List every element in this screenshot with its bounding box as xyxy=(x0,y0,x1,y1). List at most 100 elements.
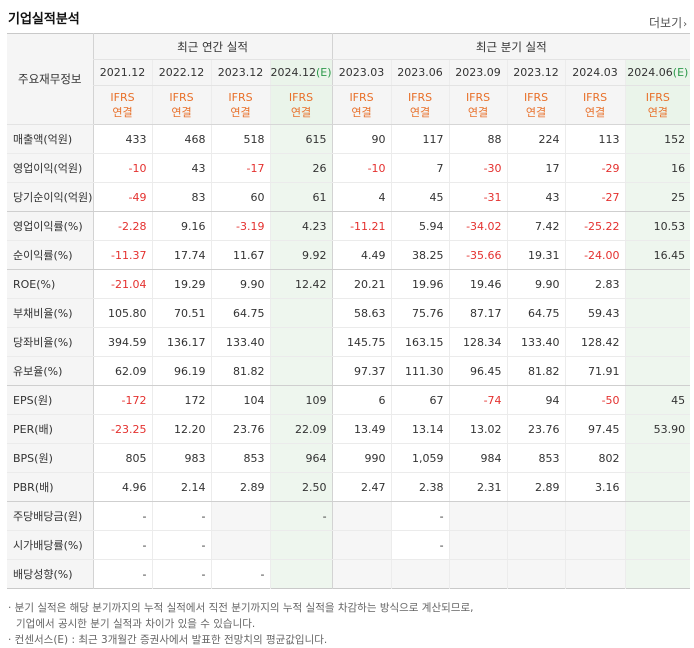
row-label: 배당성향(%) xyxy=(7,559,93,589)
table-cell xyxy=(331,559,392,589)
ifrs-header: IFRS 연결 xyxy=(624,85,691,125)
row-label: 유보율(%) xyxy=(7,356,93,386)
table-cell: 468 xyxy=(151,124,211,154)
table-cell xyxy=(624,269,691,299)
table-cell: 62.09 xyxy=(92,356,152,386)
table-cell: 2.47 xyxy=(331,472,392,502)
ifrs-label: IFRS xyxy=(407,91,433,104)
table-cell: 96.45 xyxy=(448,356,508,386)
row-label: PER(배) xyxy=(7,414,93,444)
table-cell: 2.89 xyxy=(506,472,566,502)
table-cell: 97.45 xyxy=(564,414,626,444)
ifrs-label: IFRS xyxy=(465,91,491,104)
table-cell: 2.31 xyxy=(448,472,508,502)
table-cell: - xyxy=(390,501,450,531)
table-cell: 45 xyxy=(390,182,450,212)
table-cell xyxy=(448,501,508,531)
table-cell: 2.89 xyxy=(210,472,270,502)
table-row: 배당성향(%) - - - xyxy=(7,559,691,589)
ifrs-header: IFRS 연결 xyxy=(564,85,626,125)
ifrs-label: IFRS xyxy=(349,91,374,104)
table-cell: 5.94 xyxy=(390,211,450,241)
period-label: 2023.12 xyxy=(217,66,264,79)
footnote-2: · 컨센서스(E) : 최근 3개월간 증권사에서 발표한 전망치의 평균값입니… xyxy=(8,634,328,646)
table-cell: 117 xyxy=(390,124,450,154)
table-cell: -25.22 xyxy=(564,211,626,241)
table-cell: 136.17 xyxy=(151,327,211,357)
table-cell: -17 xyxy=(210,153,270,183)
table-cell: 23.76 xyxy=(506,414,566,444)
table-cell: 17 xyxy=(506,153,566,183)
ifrs-label: IFRS xyxy=(582,91,608,104)
table-cell: 26 xyxy=(269,153,333,183)
row-label: EPS(원) xyxy=(7,385,93,415)
row-label: ROE(%) xyxy=(7,269,93,299)
table-cell: 45 xyxy=(624,385,691,415)
table-cell xyxy=(331,501,392,531)
table-cell: 4.96 xyxy=(92,472,152,502)
table-cell xyxy=(624,559,691,589)
table-cell: 2.14 xyxy=(151,472,211,502)
table-cell: 13.49 xyxy=(331,414,392,444)
table-cell xyxy=(331,530,392,560)
table-cell: 1,059 xyxy=(390,443,450,473)
period-header: 2024.06(E) xyxy=(624,59,691,86)
period-header: 2023.03 xyxy=(331,59,392,86)
table-cell: 83 xyxy=(151,182,211,212)
table-cell xyxy=(564,530,626,560)
table-cell: -29 xyxy=(564,153,626,183)
table-cell: 13.02 xyxy=(448,414,508,444)
table-cell xyxy=(448,530,508,560)
table-cell: 805 xyxy=(92,443,152,473)
table-cell: 4.23 xyxy=(269,211,333,241)
table-cell: 53.90 xyxy=(624,414,691,444)
ifrs-header: IFRS 연결 xyxy=(210,85,270,125)
table-cell xyxy=(269,356,333,386)
table-cell: 19.46 xyxy=(448,269,508,299)
table-cell: 81.82 xyxy=(210,356,270,386)
table-row: PBR(배) 4.96 2.14 2.89 2.50 2.47 2.38 2.31 2.89 3.… xyxy=(7,472,691,502)
table-row: 영업이익(억원) -10 43 -17 26 -10 7 -30 17 -29 16 xyxy=(7,153,691,183)
table-cell: -31 xyxy=(448,182,508,212)
table-cell: 4 xyxy=(331,182,392,212)
period-label: 2023.09 xyxy=(455,66,501,79)
more-link[interactable]: 더보기› xyxy=(649,14,687,31)
table-cell: - xyxy=(151,530,211,560)
table-cell xyxy=(210,501,270,531)
table-cell: 128.42 xyxy=(564,327,626,357)
period-label: 2024.06 xyxy=(627,66,673,79)
period-label: 2022.12 xyxy=(158,66,205,79)
row-label: 당기순이익(억원) xyxy=(7,182,93,212)
ifrs-label: IFRS xyxy=(645,91,670,104)
consolidated-label: 연결 xyxy=(525,106,547,119)
table-cell: -10 xyxy=(331,153,392,183)
table-row: 영업이익률(%) -2.28 9.16 -3.19 4.23 -11.21 5.94 -34.… xyxy=(7,211,691,241)
table-cell: 2.83 xyxy=(564,269,626,299)
table-cell: - xyxy=(210,559,270,589)
row-label: 당좌비율(%) xyxy=(7,327,93,357)
table-cell: 3.16 xyxy=(564,472,626,502)
table-cell: 23.76 xyxy=(210,414,270,444)
table-cell: -10 xyxy=(92,153,152,183)
row-label: 매출액(억원) xyxy=(7,124,93,154)
consolidated-label: 연결 xyxy=(171,106,192,119)
row-label: 주당배당금(원) xyxy=(7,501,93,531)
table-cell xyxy=(624,501,691,531)
table-cell xyxy=(506,501,566,531)
table-cell: 163.15 xyxy=(390,327,450,357)
table-cell xyxy=(624,472,691,502)
table-row: 당기순이익(억원) -49 83 60 61 4 45 -31 43 -27 25 xyxy=(7,182,691,212)
table-cell: 13.14 xyxy=(390,414,450,444)
table-row: EPS(원) -172 172 104 109 6 67 -74 94 -50 45 xyxy=(7,385,691,415)
table-cell: -3.19 xyxy=(210,211,270,241)
table-cell: 133.40 xyxy=(506,327,566,357)
table-cell: -74 xyxy=(448,385,508,415)
table-cell: - xyxy=(92,501,152,531)
period-header: 2022.12 xyxy=(151,59,211,86)
table-cell: 19.31 xyxy=(506,240,566,270)
ifrs-header: IFRS 연결 xyxy=(506,85,566,125)
ifrs-header: IFRS 연결 xyxy=(448,85,508,125)
consolidated-label: 연결 xyxy=(584,106,606,119)
table-cell: 75.76 xyxy=(390,298,450,328)
table-cell: 433 xyxy=(92,124,152,154)
